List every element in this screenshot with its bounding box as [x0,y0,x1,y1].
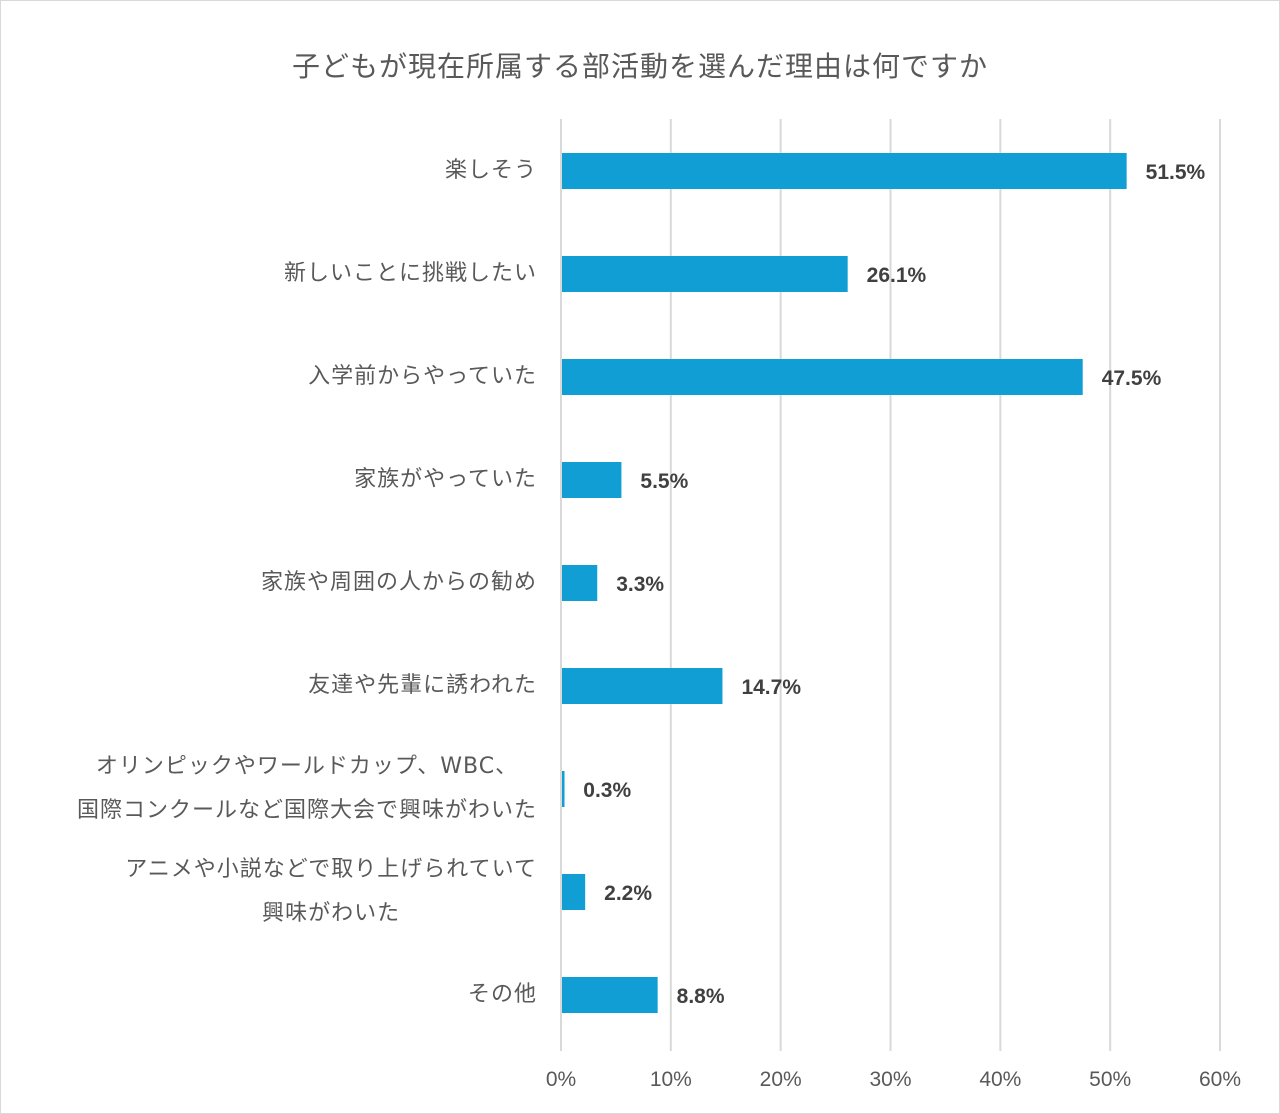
category-label: 楽しそう [444,158,537,183]
bar [562,359,1083,395]
bar [562,977,658,1013]
bar [562,462,622,498]
category-label: 家族がやっていた [354,467,537,492]
bar [562,565,598,601]
category-label: その他 [467,982,537,1007]
data-label: 26.1% [867,264,927,287]
data-label: 8.8% [677,985,725,1008]
data-label: 2.2% [604,882,652,905]
category-label: オリンピックやワールドカップ、WBC、 国際コンクールなど国際大会で興味がわいた [76,754,537,823]
chart-title: 子どもが現在所属する部活動を選んだ理由は何ですか [291,50,988,83]
x-tick-label: 50% [1089,1068,1131,1091]
x-tick-label: 20% [760,1068,802,1091]
category-label: アニメや小説などで取り上げられていて 興味がわいた [125,857,537,926]
x-tick-label: 60% [1199,1068,1241,1091]
data-label: 14.7% [741,676,801,699]
x-tick-label: 30% [869,1068,911,1091]
data-label: 0.3% [583,779,631,802]
data-label: 47.5% [1102,367,1162,390]
bar [562,153,1127,189]
x-tick-label: 0% [546,1068,576,1091]
bar [562,668,723,704]
category-label: 新しいことに挑戦したい [283,261,537,286]
x-tick-label: 10% [650,1068,692,1091]
bar [562,771,565,807]
category-label: 入学前からやっていた [308,364,537,389]
data-label: 3.3% [616,573,664,596]
data-label: 5.5% [640,470,688,493]
data-label: 51.5% [1146,161,1206,184]
bar [562,256,848,292]
category-label: 家族や周囲の人からの勧め [260,570,537,595]
category-label: 友達や先輩に誘われた [308,673,537,698]
x-tick-label: 40% [979,1068,1021,1091]
bar [562,874,586,910]
